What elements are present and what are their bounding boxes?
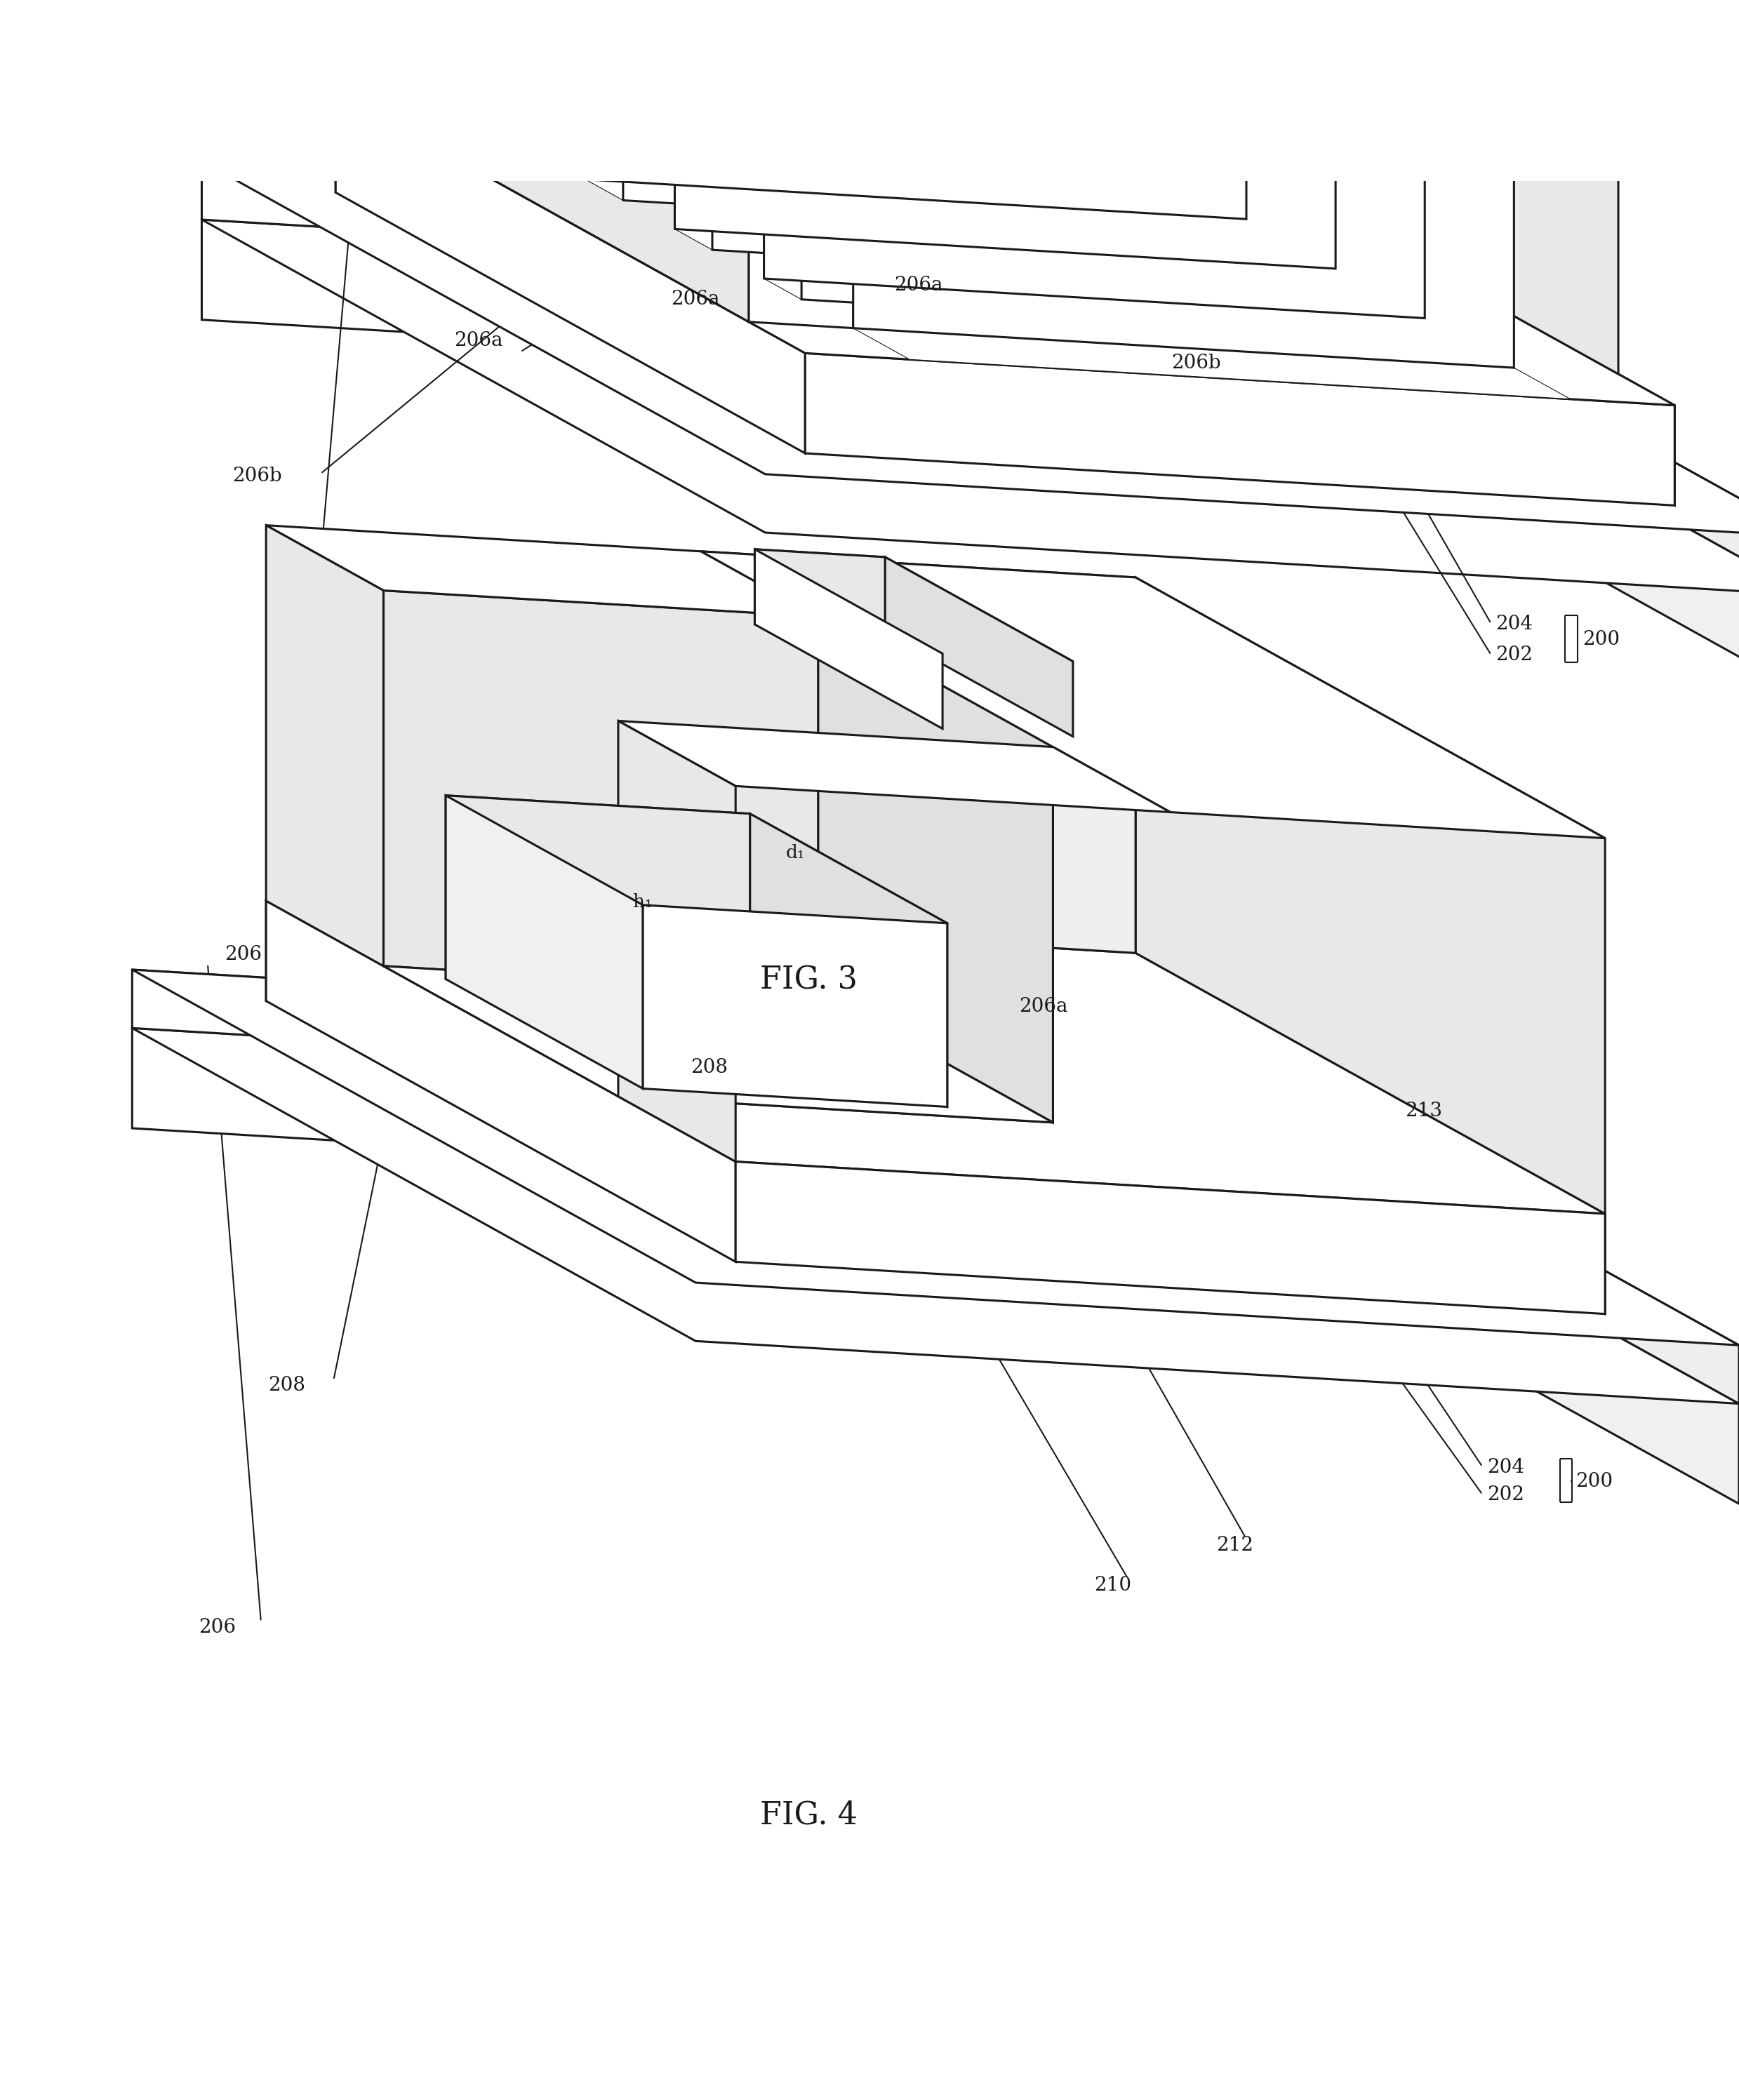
Polygon shape	[701, 552, 1605, 838]
Text: 206a: 206a	[894, 275, 943, 294]
Polygon shape	[132, 1029, 1739, 1403]
Polygon shape	[132, 970, 1176, 1090]
Polygon shape	[266, 901, 1605, 1214]
Polygon shape	[266, 525, 383, 966]
Polygon shape	[802, 99, 1462, 338]
Polygon shape	[763, 279, 1462, 338]
Text: FIG. 3: FIG. 3	[760, 966, 857, 995]
Polygon shape	[430, 0, 534, 151]
Polygon shape	[202, 162, 1245, 281]
Polygon shape	[623, 0, 1283, 239]
Text: 200: 200	[1582, 630, 1619, 649]
Text: 202: 202	[1496, 647, 1532, 666]
Polygon shape	[1136, 578, 1605, 1214]
Polygon shape	[854, 328, 1570, 399]
Polygon shape	[336, 92, 805, 454]
Polygon shape	[1195, 0, 1619, 174]
Polygon shape	[586, 0, 1247, 218]
Polygon shape	[266, 525, 819, 617]
Polygon shape	[701, 552, 1136, 953]
Polygon shape	[1136, 953, 1605, 1315]
Polygon shape	[445, 796, 750, 998]
Polygon shape	[619, 720, 1170, 813]
Polygon shape	[336, 92, 1675, 405]
Polygon shape	[736, 1161, 1605, 1315]
Polygon shape	[619, 720, 1054, 1124]
Polygon shape	[619, 720, 736, 1161]
Polygon shape	[1205, 145, 1675, 506]
Polygon shape	[1245, 225, 1739, 594]
Polygon shape	[202, 220, 1739, 594]
Text: 206a: 206a	[454, 332, 503, 351]
Text: 206: 206	[224, 945, 263, 964]
Text: FIG. 4: FIG. 4	[760, 1800, 857, 1831]
Text: 206b: 206b	[1172, 353, 1221, 372]
Polygon shape	[202, 220, 1245, 382]
Polygon shape	[819, 617, 1054, 1124]
Text: 210: 210	[1094, 1575, 1132, 1596]
Polygon shape	[885, 557, 1073, 737]
Polygon shape	[383, 590, 819, 991]
Polygon shape	[675, 29, 1336, 269]
Polygon shape	[132, 1029, 1176, 1191]
Polygon shape	[713, 50, 1374, 290]
Polygon shape	[445, 796, 948, 924]
Text: 206a: 206a	[671, 290, 720, 309]
Polygon shape	[1176, 1033, 1739, 1403]
Polygon shape	[266, 901, 736, 1262]
Polygon shape	[854, 128, 1515, 368]
Polygon shape	[336, 92, 1205, 246]
Text: 212: 212	[1216, 1535, 1254, 1554]
Polygon shape	[802, 99, 1515, 168]
Text: 208: 208	[690, 1058, 729, 1077]
Polygon shape	[1176, 1090, 1739, 1504]
Text: 204: 204	[1496, 615, 1532, 634]
Polygon shape	[755, 550, 1073, 662]
Polygon shape	[755, 550, 885, 632]
Text: 213: 213	[1405, 1100, 1442, 1119]
Polygon shape	[1299, 0, 1619, 374]
Text: 202: 202	[1487, 1485, 1523, 1504]
Polygon shape	[750, 813, 948, 1107]
Polygon shape	[623, 0, 1336, 69]
Polygon shape	[445, 796, 643, 1088]
Polygon shape	[534, 0, 1195, 191]
Polygon shape	[755, 550, 943, 729]
Polygon shape	[1245, 281, 1739, 695]
Polygon shape	[805, 353, 1675, 506]
Polygon shape	[1195, 0, 1299, 197]
Text: 200: 200	[1576, 1472, 1612, 1491]
Polygon shape	[430, 0, 750, 321]
Polygon shape	[440, 99, 1195, 191]
Text: 206a: 206a	[1019, 998, 1068, 1016]
Polygon shape	[763, 78, 1424, 319]
Text: h₁: h₁	[633, 892, 652, 911]
Text: 206: 206	[198, 1617, 237, 1636]
Polygon shape	[383, 966, 1054, 1124]
Polygon shape	[266, 901, 1136, 1052]
Polygon shape	[750, 122, 854, 328]
Polygon shape	[675, 229, 1374, 290]
Polygon shape	[202, 162, 1739, 538]
Polygon shape	[643, 905, 948, 1107]
Polygon shape	[430, 0, 854, 128]
Polygon shape	[586, 179, 1283, 239]
Text: 204: 204	[1487, 1457, 1523, 1476]
Polygon shape	[534, 0, 1247, 19]
Text: 206b: 206b	[233, 466, 282, 485]
Polygon shape	[713, 50, 1424, 118]
Polygon shape	[132, 970, 1739, 1346]
Text: 208: 208	[268, 1376, 306, 1394]
Text: d₁: d₁	[786, 844, 805, 861]
